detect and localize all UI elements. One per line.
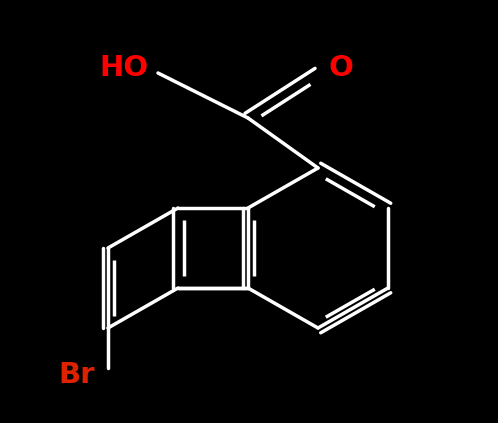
- Text: O: O: [328, 54, 353, 82]
- Text: Br: Br: [58, 361, 95, 389]
- Text: HO: HO: [99, 54, 148, 82]
